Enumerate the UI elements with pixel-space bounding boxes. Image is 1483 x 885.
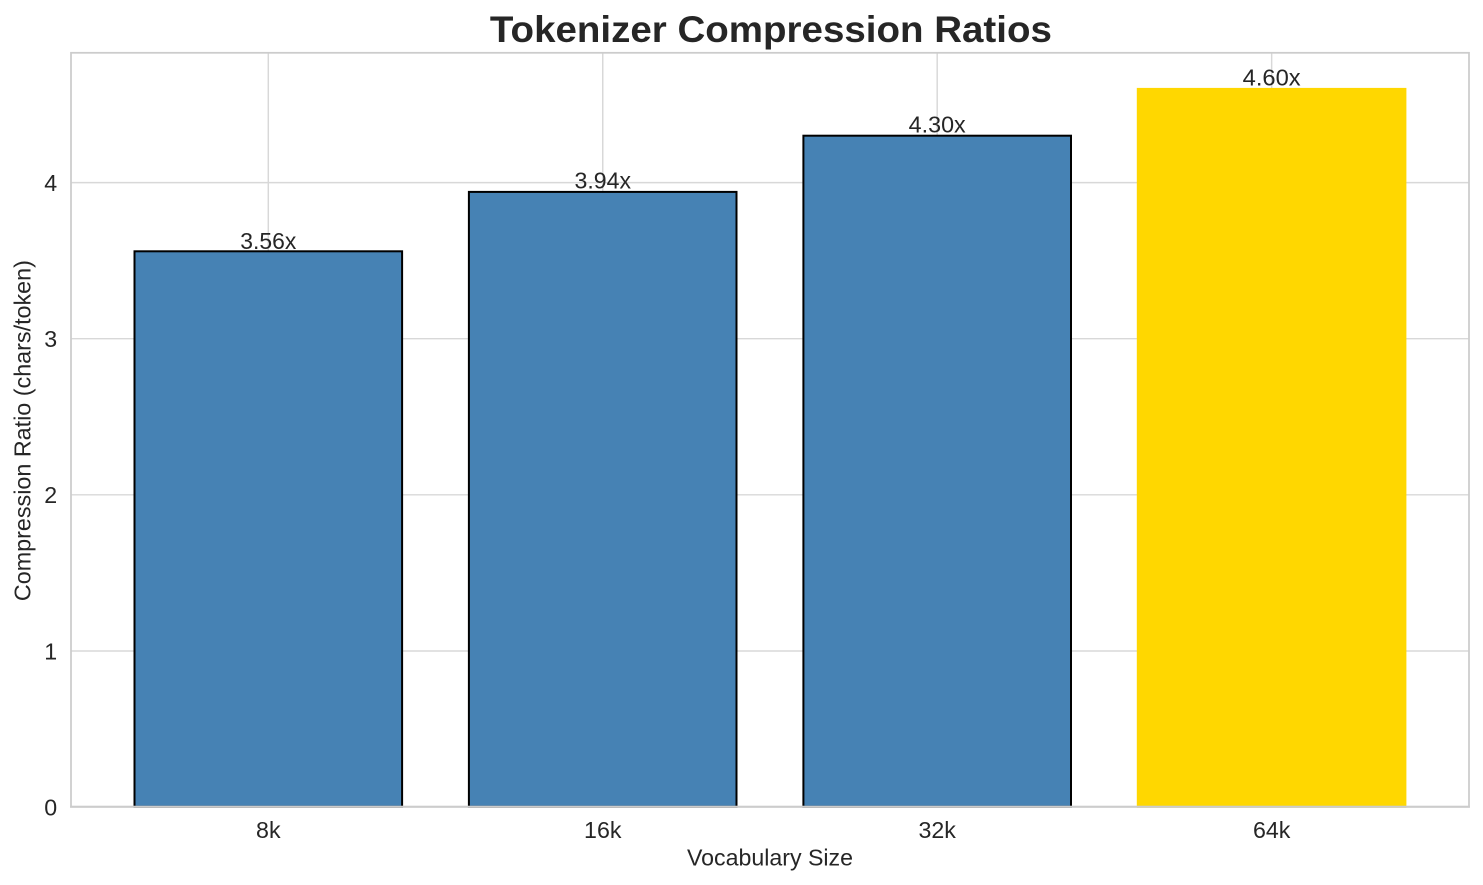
svg-text:Tokenizer Compression Ratios: Tokenizer Compression Ratios [490,8,1052,50]
svg-text:8k: 8k [256,817,281,843]
svg-text:4.60x: 4.60x [1243,65,1301,91]
svg-text:4.30x: 4.30x [909,112,966,138]
svg-text:3: 3 [44,326,57,352]
svg-text:1: 1 [44,638,57,664]
svg-text:4: 4 [44,170,57,196]
svg-text:Compression Ratio (chars/token: Compression Ratio (chars/token) [9,260,35,601]
svg-text:16k: 16k [584,817,622,843]
svg-text:0: 0 [44,794,57,820]
svg-text:Vocabulary Size: Vocabulary Size [687,845,853,871]
svg-text:32k: 32k [919,817,957,843]
svg-text:3.94x: 3.94x [575,168,632,194]
svg-text:64k: 64k [1253,817,1291,843]
svg-text:3.56x: 3.56x [240,228,296,254]
svg-text:2: 2 [44,482,57,508]
